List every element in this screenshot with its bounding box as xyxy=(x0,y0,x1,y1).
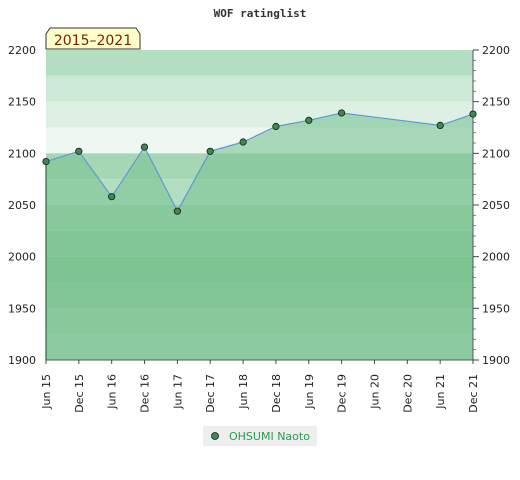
y-tick-label-right: 2000 xyxy=(482,251,510,264)
data-point xyxy=(305,116,313,124)
y-tick-label-left: 2150 xyxy=(8,96,36,109)
x-tick-label: Dec 21 xyxy=(467,374,480,413)
data-marks xyxy=(42,109,477,215)
x-tick-label: Dec 18 xyxy=(270,374,283,413)
y-tick-label-left: 2100 xyxy=(8,147,36,160)
background-band xyxy=(46,75,473,102)
x-tick-label: Dec 16 xyxy=(139,374,152,413)
y-tick-label-right: 2050 xyxy=(482,199,510,212)
legend-label: OHSUMI Naoto xyxy=(229,430,310,443)
x-tick-label: Jun 17 xyxy=(171,374,184,410)
series-area xyxy=(46,113,473,360)
area-layer xyxy=(45,112,474,360)
data-point xyxy=(239,138,247,146)
y-tick-label-left: 1900 xyxy=(8,354,36,367)
background-band xyxy=(46,50,473,76)
data-point xyxy=(337,109,346,117)
data-point xyxy=(469,110,477,118)
x-tick-label: Dec 15 xyxy=(73,374,86,413)
x-tick-label: Jun 16 xyxy=(106,374,119,410)
y-tick-label-left: 1950 xyxy=(8,302,36,315)
data-point xyxy=(42,158,50,166)
x-tick-label: Jun 15 xyxy=(40,374,53,410)
data-point xyxy=(272,122,280,131)
y-tick-label-left: 2200 xyxy=(8,44,36,57)
y-tick-label-right: 2100 xyxy=(482,147,510,160)
x-tick-label: Dec 19 xyxy=(336,374,349,413)
y-tick-label-right: 1950 xyxy=(482,302,510,315)
axes: 1900 1900 1950 1950 2000 2000 2050 2050 2100 2100… xyxy=(8,44,510,413)
data-point xyxy=(173,207,181,215)
y-tick-label-left: 2000 xyxy=(8,251,36,264)
x-tick-label: Dec 20 xyxy=(401,374,414,413)
legend[interactable]: OHSUMI Naoto xyxy=(203,426,317,446)
series-line xyxy=(45,112,474,213)
y-tick-label-right: 2200 xyxy=(482,44,510,57)
legend-marker xyxy=(211,432,219,440)
data-point xyxy=(108,193,116,201)
x-tick-label: Jun 21 xyxy=(434,374,447,410)
chart-title: WOF ratinglist xyxy=(214,7,307,20)
x-tick-label: Jun 18 xyxy=(237,374,250,410)
period-badge-text: 2015–2021 xyxy=(54,33,132,49)
data-point xyxy=(140,143,149,151)
data-point xyxy=(75,147,83,155)
y-tick-label-right: 1900 xyxy=(482,354,510,367)
period-badge: 2015–2021 xyxy=(45,27,141,50)
data-point xyxy=(206,147,214,155)
y-tick-label-right: 2150 xyxy=(482,96,510,109)
x-tick-label: Jun 20 xyxy=(368,374,381,410)
x-tick-label: Dec 17 xyxy=(204,374,217,413)
y-tick-label-left: 2050 xyxy=(8,199,36,212)
data-point xyxy=(436,121,444,130)
x-tick-label: Jun 19 xyxy=(303,374,316,410)
